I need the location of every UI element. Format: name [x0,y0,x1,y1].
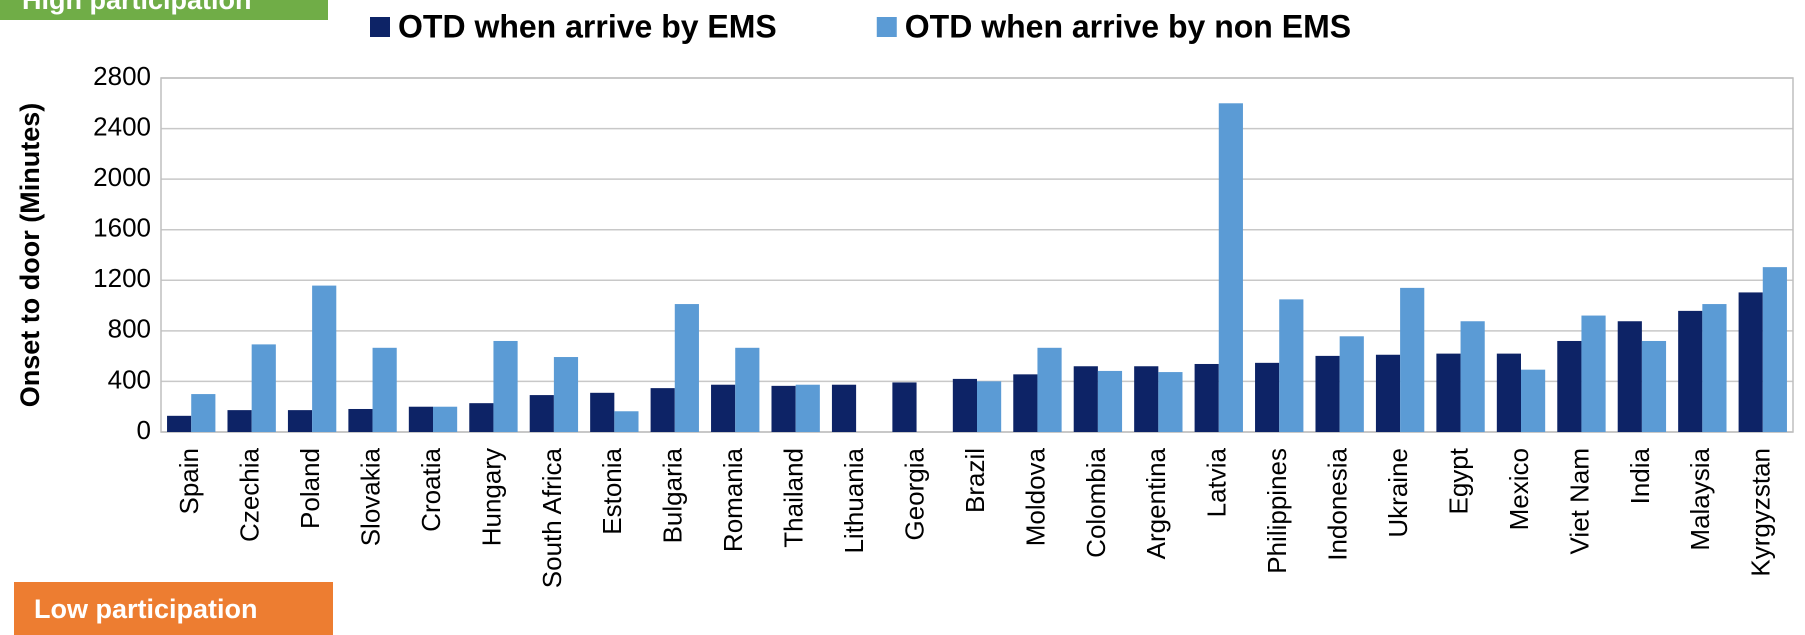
y-tick-label: 2400 [93,111,151,141]
bar [433,406,458,432]
y-tick-label: 1600 [93,213,151,243]
bar [614,411,639,432]
bar [1617,321,1642,432]
x-tick-label: Ukraine [1383,448,1413,538]
bar [735,347,760,432]
legend-swatch [370,17,390,37]
bar [1073,366,1098,432]
high-tag-box [0,0,328,20]
bar [529,395,554,432]
bar [1375,354,1401,432]
bar [650,388,675,432]
bar [251,344,276,432]
bar [674,304,699,432]
x-tick-label: Lithuania [839,447,869,553]
x-tick-label: Spain [174,448,204,515]
y-tick-label: 0 [137,415,151,445]
bar [493,340,518,432]
bar [312,285,337,432]
bar [348,408,373,432]
x-tick-label: Romania [718,447,748,552]
x-tick-label: Slovakia [355,447,385,546]
y-axis-title: Onset to door (Minutes) [15,103,45,407]
x-tick-label: Brazil [960,448,990,513]
x-tick-label: India [1625,447,1655,504]
x-tick-label: Philippines [1262,448,1292,574]
x-tick-label: Kyrgyzstan [1746,448,1776,577]
bar [287,410,313,432]
bar [1762,267,1787,432]
x-tick-label: Thailand [779,448,809,548]
bar [1218,103,1243,433]
x-tick-label: Bulgaria [658,447,688,543]
y-tick-label: 400 [108,364,151,394]
x-tick-label: Mexico [1504,448,1534,530]
bar [952,378,977,432]
bar [1400,287,1425,432]
x-tick-label: Argentina [1141,447,1171,559]
bar [1194,363,1219,432]
bar [1581,315,1606,432]
bar [1436,353,1461,432]
bar [1013,374,1038,432]
bar [1255,362,1280,432]
x-tick-label: Indonesia [1323,447,1353,560]
x-tick-label: Latvia [1202,447,1232,517]
bar [408,406,433,432]
bar [1521,369,1546,432]
bar [1641,340,1667,432]
bar [1134,366,1159,432]
bar [977,381,1002,432]
x-tick-label: South Africa [537,447,567,588]
high-tag: High participation [22,0,252,15]
bar [469,403,494,432]
x-tick-label: Viet Nam [1564,448,1594,554]
y-tick-label: 2000 [93,162,151,192]
x-tick-label: Colombia [1081,447,1111,557]
legend-swatch [876,17,897,37]
x-tick-label: Hungary [476,448,506,546]
bar [1158,372,1183,432]
bar [1097,370,1123,432]
bar [711,384,736,432]
bar [227,410,252,432]
bar [1315,355,1340,432]
bar [1557,340,1582,432]
bar [771,385,796,432]
x-tick-label: Moldova [1020,447,1050,546]
bar [1738,292,1763,432]
x-tick-label: Georgia [899,447,929,540]
bar [191,394,216,432]
low-tag-box [14,582,333,635]
bar [590,392,615,432]
legend-label: OTD when arrive by EMS [398,8,777,44]
x-tick-label: Croatia [416,447,446,531]
y-tick-label: 800 [108,314,151,344]
bar [795,384,820,432]
legend-label: OTD when arrive by non EMS [905,8,1351,44]
bar [1678,310,1703,432]
bar [1702,304,1727,432]
bar [1496,353,1521,432]
bar [892,382,917,432]
y-tick-label: 1200 [93,263,151,293]
bar [553,357,579,432]
x-tick-label: Estonia [597,447,627,534]
bar [1339,336,1364,432]
bar [831,384,857,432]
bar [1279,299,1304,432]
x-tick-label: Malaysia [1685,447,1715,550]
x-tick-label: Egypt [1443,447,1473,514]
bar [167,415,192,432]
bar [372,347,397,432]
bar [1460,321,1485,432]
y-tick-label: 2800 [93,61,151,91]
bar [1037,347,1062,432]
x-tick-label: Czechia [235,447,265,541]
low-tag: Low participation [34,594,258,624]
x-tick-label: Poland [295,448,325,529]
